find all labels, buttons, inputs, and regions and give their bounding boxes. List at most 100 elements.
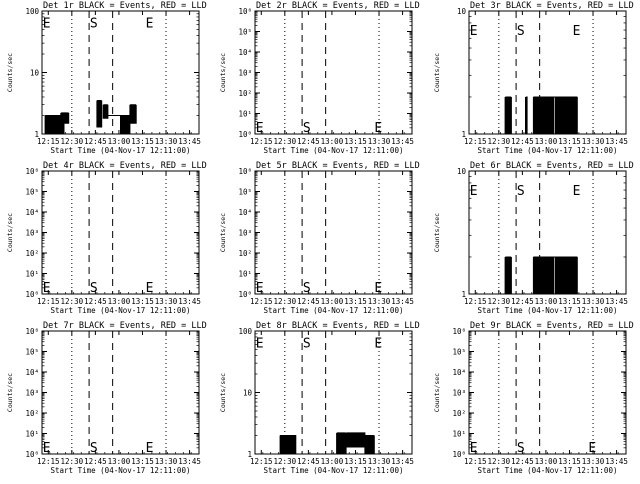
y-tick-label: 10⁰ [238,290,252,299]
events-series-trace [504,256,512,295]
plot-frame [41,170,200,295]
y-axis-label: Counts/sec [219,373,227,412]
end-marker: E [588,441,596,456]
x-tick-label: 13:15 [344,457,367,466]
x-tick-label: 12:30 [274,137,297,146]
events-series-trace [504,96,512,135]
y-tick-label: 10⁶ [25,167,39,176]
y-tick-label: 10³ [452,389,466,398]
x-tick-label: 12:45 [84,457,107,466]
y-tick-label: 10 [457,167,467,176]
events-series-trace [102,104,109,119]
panel-title: Det 7r BLACK = Events, RED = LLD [43,321,207,331]
end-marker: E [146,281,154,296]
y-tick-label: 100 [25,7,39,16]
x-tick-label: 13:00 [321,137,344,146]
y-tick-label: 10⁵ [238,188,252,197]
x-tick-label: 13:15 [558,297,581,306]
end-marker: E [43,281,51,296]
x-tick-label: 13:15 [131,137,154,146]
x-tick-label: 12:30 [488,297,511,306]
y-tick-label: 10² [452,409,466,418]
x-tick-label: 13:30 [368,297,391,306]
plot-frame [254,330,413,455]
y-tick-label: 10¹ [25,270,39,279]
y-tick-label: 10² [238,249,252,258]
x-axis-label: Start Time (04-Nov-17 12:11:00) [478,466,618,475]
x-tick-label: 13:15 [344,297,367,306]
y-tick-label: 10² [25,409,39,418]
x-tick-label: 13:30 [155,297,178,306]
x-axis-label: Start Time (04-Nov-17 12:11:00) [264,306,404,315]
y-tick-label: 10 [243,389,253,398]
x-tick-label: 13:00 [321,297,344,306]
y-tick-label: 100 [238,327,252,336]
x-tick-label: 13:45 [178,457,201,466]
x-axis-label: Start Time (04-Nov-17 12:11:00) [478,306,618,315]
end-marker: E [43,17,51,32]
end-marker: E [43,441,51,456]
x-tick-label: 13:45 [605,137,628,146]
x-tick-label: 13:30 [582,457,605,466]
events-series-trace [279,435,297,455]
x-tick-label: 12:15 [250,137,273,146]
x-tick-label: 13:15 [344,137,367,146]
end-marker: E [256,281,264,296]
x-tick-label: 13:30 [155,137,178,146]
x-axis-label: Start Time (04-Nov-17 12:11:00) [478,146,618,155]
y-tick-label: 10⁰ [452,450,466,459]
y-tick-label: 10² [238,89,252,98]
x-tick-label: 12:45 [297,137,320,146]
y-axis-label: Counts/sec [6,213,14,252]
end-marker: E [374,121,382,136]
x-tick-label: 13:45 [391,457,414,466]
start-marker: S [303,121,311,136]
panel-title: Det 2r BLACK = Events, RED = LLD [256,1,420,11]
y-axis-label: Counts/sec [219,213,227,252]
panel-title: Det 6r BLACK = Events, RED = LLD [470,161,634,171]
events-series-trace [63,112,70,124]
x-tick-label: 13:00 [535,297,558,306]
end-marker: E [256,121,264,136]
y-tick-label: 10⁶ [452,327,466,336]
y-axis-label: Counts/sec [433,213,441,252]
x-tick-label: 12:15 [37,137,60,146]
x-tick-label: 12:45 [511,457,534,466]
y-axis-label: Counts/sec [6,53,14,92]
x-tick-label: 13:15 [558,137,581,146]
x-tick-label: 13:15 [558,457,581,466]
x-tick-label: 12:15 [250,457,273,466]
end-marker: E [256,337,264,352]
events-series-trace [336,432,347,455]
x-tick-label: 12:30 [274,297,297,306]
x-tick-label: 13:00 [535,137,558,146]
end-marker: E [146,17,154,32]
y-tick-label: 10⁵ [25,188,39,197]
events-series-trace [554,256,578,295]
x-tick-label: 12:30 [61,457,84,466]
x-tick-label: 13:30 [155,457,178,466]
x-tick-label: 12:45 [297,297,320,306]
x-tick-label: 12:15 [250,297,273,306]
start-marker: S [517,184,525,199]
x-tick-label: 13:45 [605,297,628,306]
y-tick-label: 10 [457,7,467,16]
plot-frame [468,330,627,455]
y-tick-label: 10¹ [25,430,39,439]
plot-frame [254,10,413,135]
panel-title: Det 9r BLACK = Events, RED = LLD [470,321,634,331]
end-marker: E [470,184,478,199]
y-tick-label: 10⁵ [452,348,466,357]
x-tick-label: 13:45 [391,137,414,146]
x-tick-label: 12:30 [488,457,511,466]
x-tick-label: 13:45 [178,297,201,306]
x-tick-label: 13:15 [131,297,154,306]
